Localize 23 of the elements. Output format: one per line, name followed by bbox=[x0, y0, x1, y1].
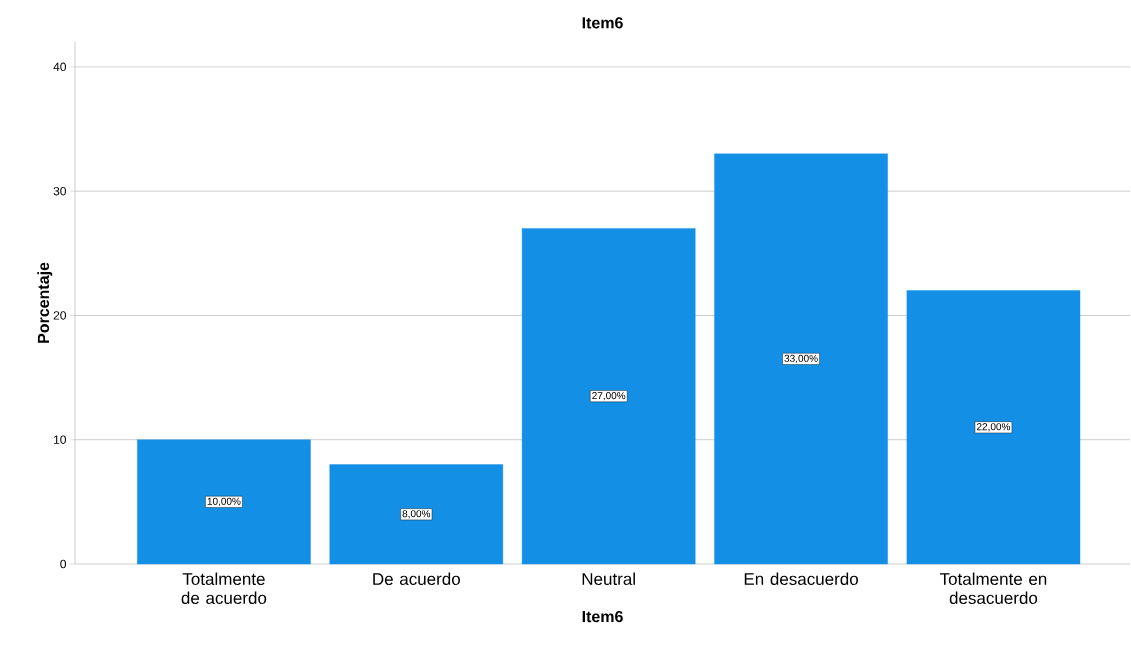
bar bbox=[521, 228, 696, 565]
bar bbox=[329, 464, 504, 565]
bar bbox=[137, 439, 311, 565]
y-tick-label: 10 bbox=[54, 435, 67, 444]
y-tick-label: 40 bbox=[53, 62, 67, 72]
chart-title: Item6 bbox=[582, 17, 623, 29]
y-tick-label: 30 bbox=[53, 186, 67, 196]
x-axis-title: Item6 bbox=[582, 610, 623, 623]
x-tick-label: Totalmente de acuerdo bbox=[181, 572, 267, 605]
data-label: 10,00% bbox=[207, 497, 241, 506]
x-tick-label: Neutral bbox=[582, 572, 635, 586]
data-label: 33,00% bbox=[784, 354, 818, 364]
x-tick-label: En desacuerdo bbox=[744, 572, 858, 586]
data-label: 22,00% bbox=[976, 423, 1011, 432]
y-tick-label: 20 bbox=[53, 311, 67, 320]
y-axis-title: Porcentaje bbox=[37, 262, 53, 343]
bar bbox=[714, 153, 888, 565]
y-tick-label: 0 bbox=[60, 559, 67, 569]
x-tick-label: Totalmente en desacuerdo bbox=[939, 572, 1047, 605]
bar bbox=[906, 290, 1081, 565]
x-tick-label: De acuerdo bbox=[373, 572, 460, 586]
data-label: 8,00% bbox=[402, 510, 431, 519]
data-label: 27,00% bbox=[592, 392, 626, 401]
